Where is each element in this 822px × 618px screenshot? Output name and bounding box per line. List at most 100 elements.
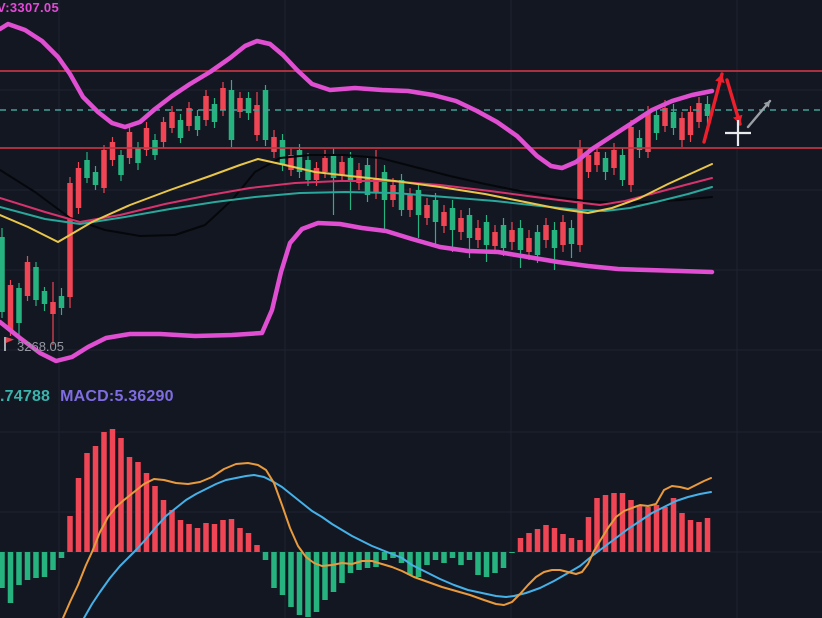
candle (381, 172, 388, 200)
candle (135, 148, 141, 163)
macd-bar (577, 540, 583, 552)
candle (424, 205, 430, 218)
candle (551, 230, 558, 248)
macd-bar (645, 507, 651, 552)
macd-bar (704, 518, 711, 552)
candle (483, 222, 490, 245)
candle (636, 138, 643, 150)
macd-bar (203, 523, 209, 552)
macd-bar (101, 432, 107, 552)
red-down-arrow[interactable] (725, 78, 743, 126)
macd-bar (560, 534, 566, 552)
macd-bar (381, 552, 388, 560)
macd-bar (186, 524, 192, 552)
macd-bar (534, 529, 541, 552)
macd-bar (135, 462, 141, 552)
candle (475, 228, 481, 240)
macd-bar (619, 493, 626, 552)
candle (568, 228, 575, 244)
macd-bar (636, 505, 643, 552)
macd-bar (84, 453, 90, 552)
macd-bar (415, 552, 422, 577)
macd-bar (449, 552, 456, 558)
candle (220, 88, 226, 110)
candle (585, 155, 592, 172)
macd-bar (458, 552, 464, 565)
candle (449, 208, 456, 230)
macd-bar (483, 552, 490, 577)
macd-bar (160, 500, 167, 552)
candle (296, 150, 303, 172)
candle (560, 222, 566, 245)
candle (228, 90, 235, 140)
macd-bar (254, 545, 260, 552)
macd-bar (424, 552, 430, 565)
macd-bar (24, 552, 31, 580)
macd-bar (611, 493, 617, 552)
drawing-annotations[interactable] (702, 72, 772, 144)
macd-bar (466, 552, 473, 560)
macd-bar (228, 519, 235, 552)
macd-bar (92, 446, 99, 552)
macd-bar (568, 538, 575, 552)
macd-lines (62, 462, 712, 618)
macd-bar (143, 473, 150, 552)
candle (160, 122, 167, 142)
macd-bar (220, 520, 226, 552)
macd-bar (126, 457, 133, 552)
macd-bar (75, 478, 82, 552)
gray-trend-arrow[interactable] (746, 99, 772, 129)
candle (126, 132, 133, 158)
macd-bar (7, 552, 14, 603)
macd-bar (296, 552, 303, 615)
macd-bar (50, 552, 56, 570)
candle (645, 113, 651, 152)
macd-bar (237, 528, 243, 552)
candle (186, 108, 192, 126)
red-up-arrow[interactable] (702, 72, 725, 144)
candle (237, 98, 243, 112)
candle (526, 238, 532, 252)
candle (262, 90, 269, 140)
candle (347, 158, 354, 182)
macd-bar (262, 552, 269, 560)
candle (330, 155, 337, 178)
candle (118, 155, 124, 175)
candle (602, 158, 609, 172)
candle (50, 302, 56, 314)
macd-bar (670, 498, 677, 552)
macd-bar (152, 486, 158, 552)
bollinger-bands (0, 21, 715, 364)
candle (0, 237, 5, 312)
candle (407, 195, 413, 210)
macd-bar (509, 552, 515, 553)
candle (373, 178, 379, 192)
candle (594, 152, 600, 165)
macd-bar (339, 552, 345, 583)
candle (534, 232, 541, 255)
macd-bar (594, 498, 600, 552)
candle (177, 120, 184, 138)
price-level-lines[interactable] (0, 70, 822, 149)
candle (92, 172, 99, 185)
macd-bar (313, 552, 320, 612)
macd-bar (58, 552, 65, 558)
candle (41, 291, 48, 304)
macd-bar (679, 513, 685, 552)
macd-bar (500, 552, 507, 568)
macd-bar (322, 552, 328, 600)
macd-bar (696, 522, 702, 552)
candle (619, 155, 626, 180)
macd-bar (373, 552, 379, 567)
macd-bar (118, 438, 124, 552)
candle (670, 112, 677, 128)
macd-bar (475, 552, 481, 575)
candle (432, 200, 439, 222)
macd-bar (109, 429, 116, 552)
candle (16, 288, 22, 323)
macd-bar (687, 520, 694, 552)
candle (245, 98, 252, 113)
candle (67, 183, 73, 297)
